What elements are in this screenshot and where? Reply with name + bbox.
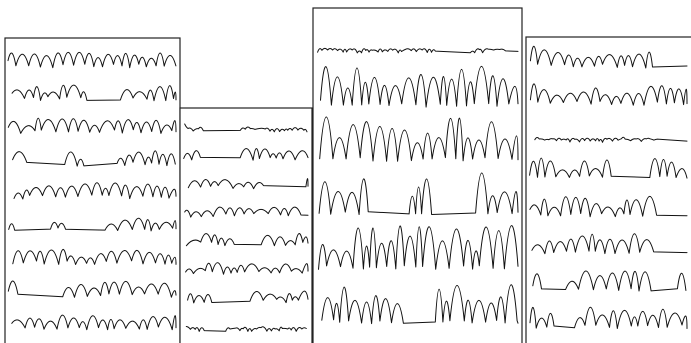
panel-frame <box>526 37 691 343</box>
scribble-figure <box>0 0 691 343</box>
page: (() => { JSON.parse(document.getElementB… <box>0 0 691 343</box>
panel-frame <box>180 108 312 343</box>
panel-frame <box>313 8 522 343</box>
